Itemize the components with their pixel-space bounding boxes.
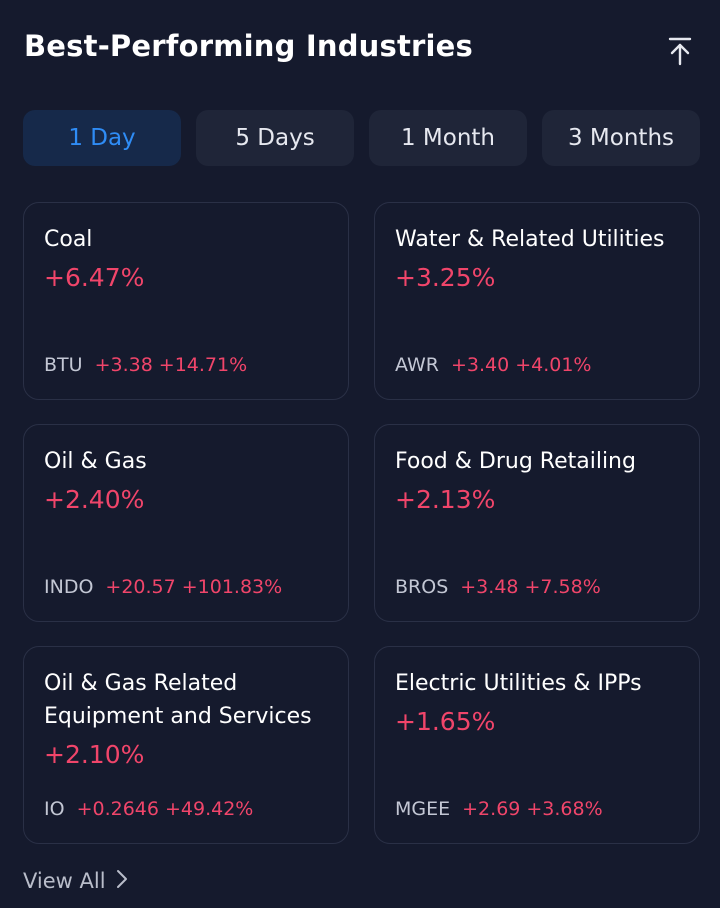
chevron-right-icon [116, 869, 128, 894]
industry-name: Oil & Gas Related Equipment and Services [44, 671, 312, 729]
industry-name: Coal [44, 227, 93, 252]
industry-change: +6.47% [44, 263, 145, 292]
industry-name: Oil & Gas [44, 449, 147, 474]
stock-ticker: IO [44, 798, 65, 820]
industry-change: +3.25% [395, 263, 496, 292]
top-stock: IO +0.2646 +49.42% [44, 795, 253, 823]
stock-change-pct: +49.42% [164, 798, 254, 820]
tab-5-days[interactable]: 5 Days [196, 110, 354, 166]
industry-card-electric-utilities[interactable]: Electric Utilities & IPPs +1.65% MGEE +2.… [374, 646, 700, 844]
stock-change: +0.2646 [76, 798, 159, 820]
stock-change-pct: +101.83% [181, 576, 283, 598]
stock-ticker: BROS [395, 576, 449, 598]
industry-change: +2.13% [395, 485, 496, 514]
stock-ticker: BTU [44, 354, 83, 376]
view-all-label: View All [23, 869, 106, 893]
industry-name: Electric Utilities & IPPs [395, 671, 642, 696]
top-stock: BROS +3.48 +7.58% [395, 573, 601, 601]
industry-change: +1.65% [395, 707, 496, 736]
industry-card-water-utilities[interactable]: Water & Related Utilities +3.25% AWR +3.4… [374, 202, 700, 400]
top-stock: BTU +3.38 +14.71% [44, 351, 247, 379]
top-stock: AWR +3.40 +4.01% [395, 351, 591, 379]
stock-ticker: MGEE [395, 798, 451, 820]
industry-name: Food & Drug Retailing [395, 449, 636, 474]
industry-name: Water & Related Utilities [395, 227, 665, 252]
tab-1-month[interactable]: 1 Month [369, 110, 527, 166]
stock-change: +20.57 [105, 576, 176, 598]
industry-change: +2.40% [44, 485, 145, 514]
industry-card-food-drug[interactable]: Food & Drug Retailing +2.13% BROS +3.48 +7… [374, 424, 700, 622]
stock-ticker: INDO [44, 576, 94, 598]
stock-change-pct: +4.01% [515, 354, 592, 376]
section-header: Best-Performing Industries [24, 24, 696, 68]
view-all-link[interactable]: View All [23, 864, 128, 898]
industry-card-coal[interactable]: Coal +6.47% BTU +3.38 +14.71% [23, 202, 349, 400]
section-title: Best-Performing Industries [24, 29, 473, 63]
industry-card-oil-gas[interactable]: Oil & Gas +2.40% INDO +20.57 +101.83% [23, 424, 349, 622]
scroll-top-icon[interactable] [668, 36, 692, 66]
industry-change: +2.10% [44, 740, 145, 769]
top-stock: MGEE +2.69 +3.68% [395, 795, 603, 823]
period-tabs: 1 Day 5 Days 1 Month 3 Months [23, 110, 700, 166]
industry-card-oil-gas-equipment[interactable]: Oil & Gas Related Equipment and Services… [23, 646, 349, 844]
top-stock: INDO +20.57 +101.83% [44, 573, 282, 601]
stock-change: +3.40 [450, 354, 510, 376]
stock-change-pct: +3.68% [526, 798, 603, 820]
stock-change: +3.48 [460, 576, 519, 598]
stock-ticker: AWR [395, 354, 439, 376]
tab-1-day[interactable]: 1 Day [23, 110, 181, 166]
tab-3-months[interactable]: 3 Months [542, 110, 700, 166]
stock-change-pct: +14.71% [158, 354, 248, 376]
stock-change: +3.38 [94, 354, 153, 376]
stock-change: +2.69 [462, 798, 521, 820]
stock-change-pct: +7.58% [524, 576, 601, 598]
